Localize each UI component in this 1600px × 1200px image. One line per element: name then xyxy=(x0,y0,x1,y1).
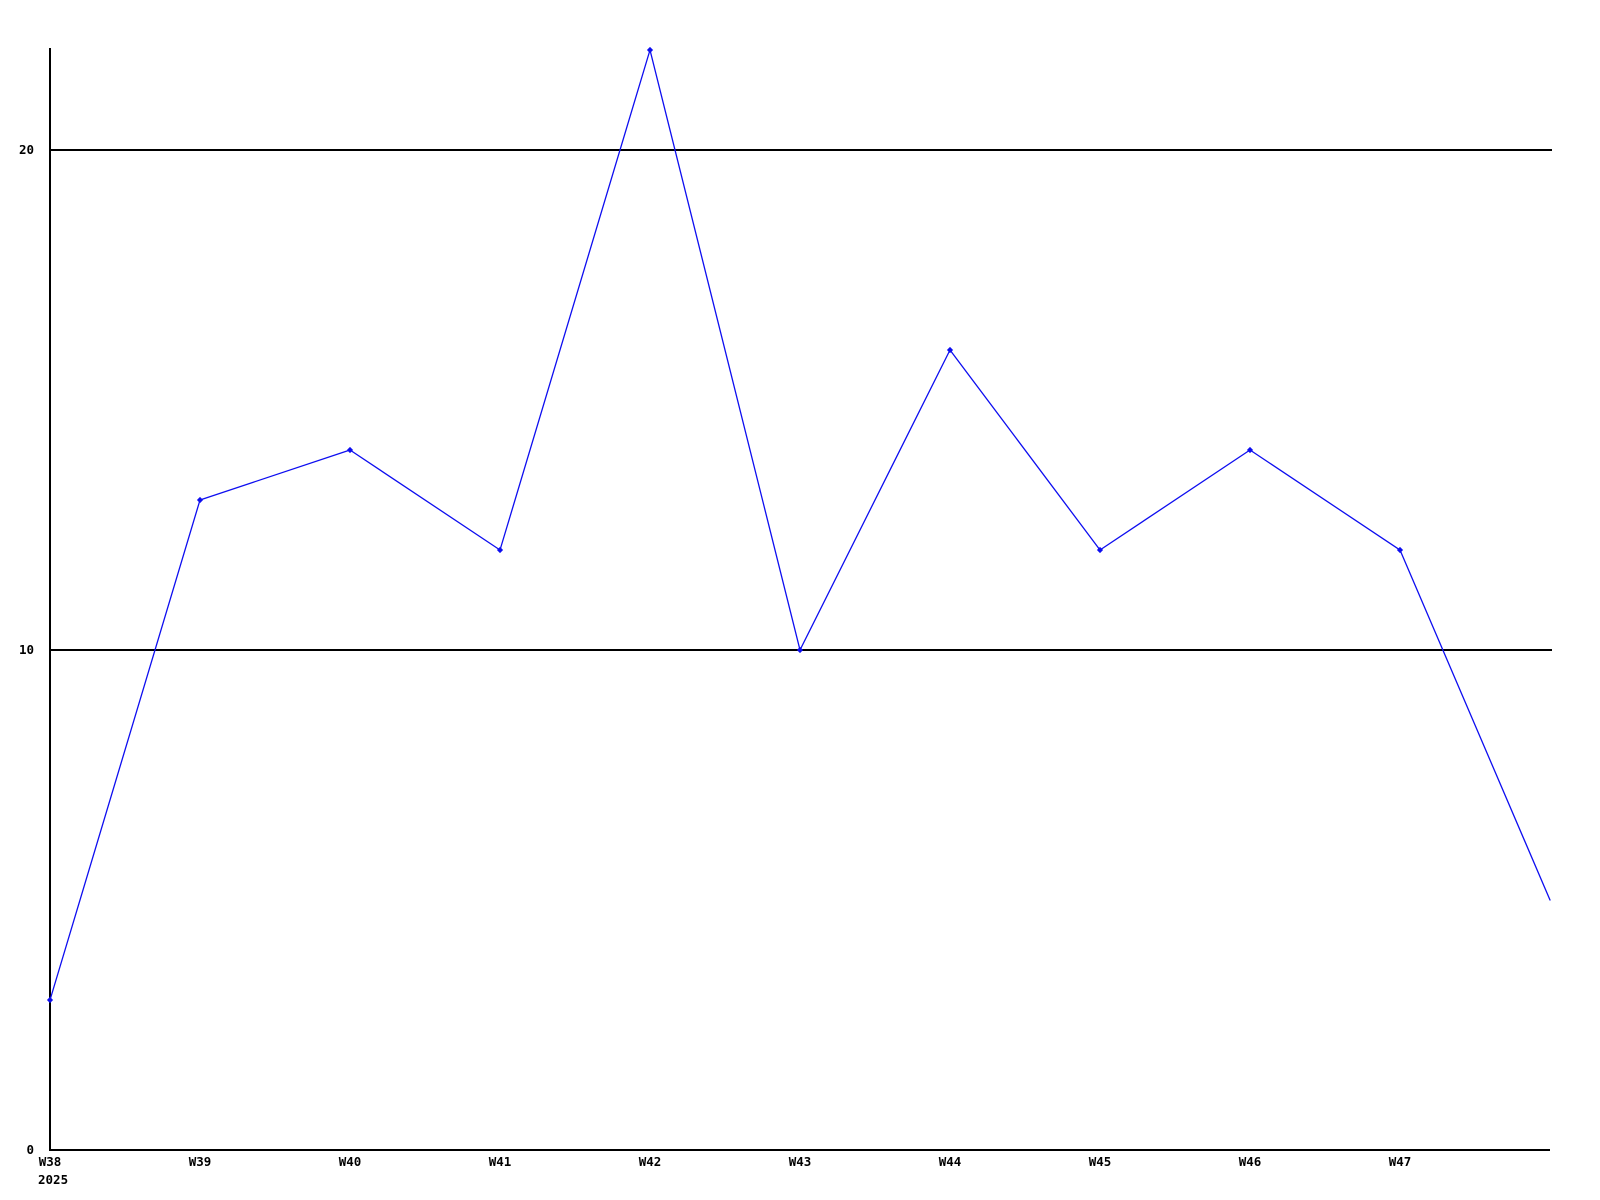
data-point-marker xyxy=(796,646,804,654)
x-tick-label: W41 xyxy=(489,1154,512,1169)
data-point-marker xyxy=(196,496,204,504)
x-axis-year-label: 2025 xyxy=(38,1172,68,1187)
data-point-marker xyxy=(496,546,504,554)
data-point-marker xyxy=(346,446,354,454)
data-point-marker xyxy=(1246,446,1254,454)
y-tick-label: 0 xyxy=(26,1142,34,1157)
x-tick-label: W42 xyxy=(639,1154,662,1169)
x-tick-label: W47 xyxy=(1389,1154,1412,1169)
data-point-marker xyxy=(1396,546,1404,554)
x-tick-label: W46 xyxy=(1239,1154,1262,1169)
x-tick-label: W40 xyxy=(339,1154,362,1169)
x-tick-label: W38 xyxy=(39,1154,62,1169)
data-point-marker xyxy=(646,46,654,54)
series-line xyxy=(49,49,1551,1001)
x-tick-label: W45 xyxy=(1089,1154,1112,1169)
x-tick-label: W44 xyxy=(939,1154,962,1169)
data-point-marker xyxy=(46,996,54,1004)
data-point-marker xyxy=(1096,546,1104,554)
data-point-marker xyxy=(946,346,954,354)
y-tick-label: 20 xyxy=(19,142,34,157)
y-tick-label: 10 xyxy=(19,642,34,657)
x-tick-label: W43 xyxy=(789,1154,812,1169)
x-tick-label: W39 xyxy=(189,1154,212,1169)
